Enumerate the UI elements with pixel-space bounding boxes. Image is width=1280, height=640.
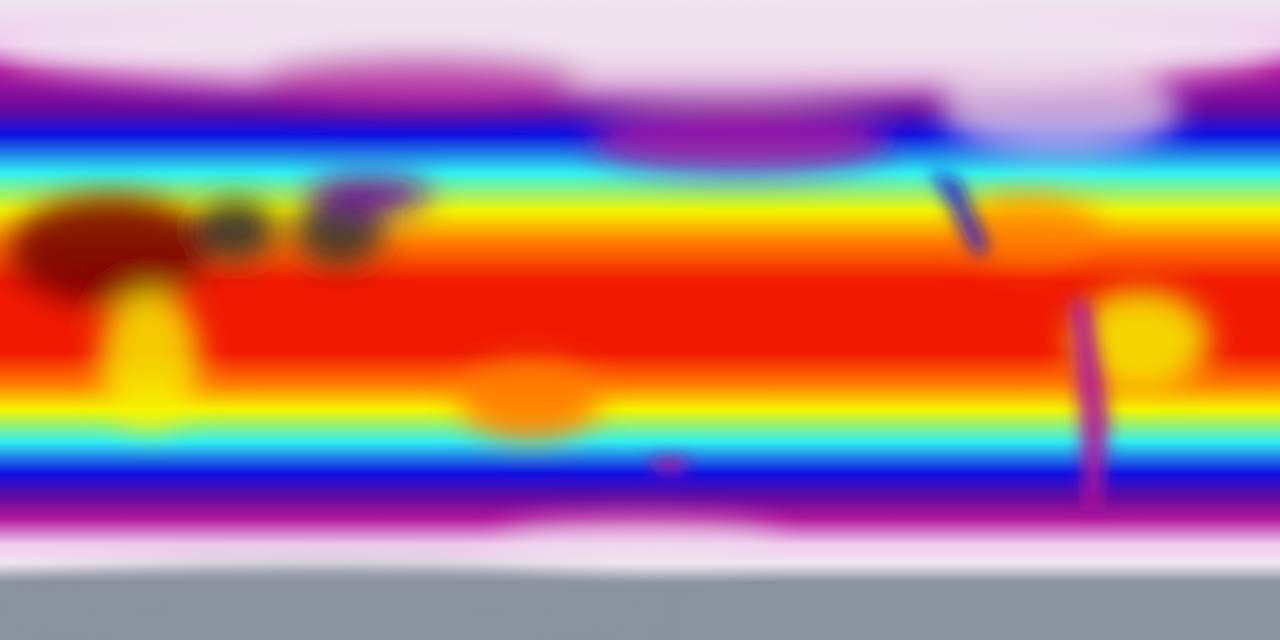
mexico-region <box>960 195 1100 265</box>
north-america-north-region <box>940 65 1180 155</box>
arabia-region <box>195 200 275 260</box>
sahara-region <box>10 195 210 305</box>
north-pacific-region <box>590 105 890 175</box>
siberia-region <box>260 55 580 105</box>
australia-region <box>460 360 600 440</box>
rockies-region <box>930 170 990 255</box>
new-zealand-region <box>650 457 690 473</box>
antarctica-west-region <box>0 570 650 640</box>
andes-region <box>1070 300 1110 510</box>
southern-ocean-region <box>500 520 780 560</box>
southern-africa-region <box>100 290 200 430</box>
amazon-region <box>1070 290 1210 390</box>
tibet-region <box>310 175 430 215</box>
